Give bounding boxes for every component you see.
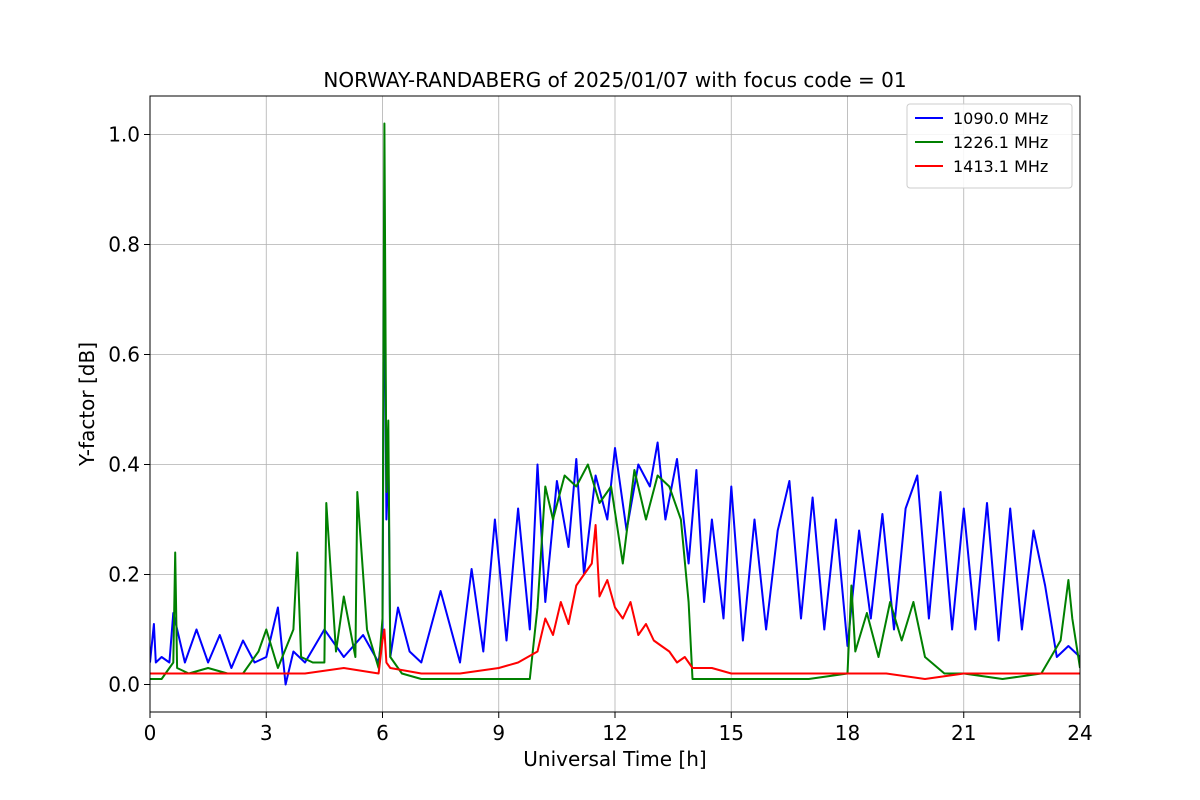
chart-title: NORWAY-RANDABERG of 2025/01/07 with focu… xyxy=(323,68,906,92)
x-tick-label: 12 xyxy=(602,721,627,745)
x-tick-label: 0 xyxy=(144,721,157,745)
y-tick-label: 0.4 xyxy=(108,453,140,477)
y-tick-label: 0.0 xyxy=(108,673,140,697)
y-tick-label: 0.8 xyxy=(108,233,140,257)
series-line xyxy=(150,199,1080,686)
x-tick-label: 3 xyxy=(260,721,273,745)
y-tick-label: 0.6 xyxy=(108,343,140,367)
x-tick-label: 21 xyxy=(951,721,976,745)
series-line xyxy=(150,524,1080,680)
x-tick-label: 9 xyxy=(492,721,505,745)
legend-entry-label: 1226.1 MHz xyxy=(953,133,1048,152)
legend: 1090.0 MHz 1226.1 MHz 1413.1 MHz xyxy=(906,103,1073,189)
series-line xyxy=(150,122,1080,680)
x-tick-label: 15 xyxy=(719,721,744,745)
legend-box xyxy=(906,103,1073,189)
x-axis-ticks: 0 3 6 9 12 15 18 21 24 xyxy=(144,712,1093,745)
x-tick-label: 24 xyxy=(1067,721,1092,745)
y-tick-label: 1.0 xyxy=(108,123,140,147)
legend-entry-label: 1413.1 MHz xyxy=(953,157,1048,176)
y-axis-ticks: 0.0 0.2 0.4 0.6 0.8 1.0 xyxy=(108,123,150,697)
x-axis-label: Universal Time [h] xyxy=(523,747,706,771)
y-axis-label: Y-factor [dB] xyxy=(75,342,99,467)
plot-area xyxy=(150,122,1080,686)
legend-entry-label: 1090.0 MHz xyxy=(953,109,1048,128)
y-tick-label: 0.2 xyxy=(108,563,140,587)
x-tick-label: 6 xyxy=(376,721,389,745)
x-tick-label: 18 xyxy=(835,721,860,745)
